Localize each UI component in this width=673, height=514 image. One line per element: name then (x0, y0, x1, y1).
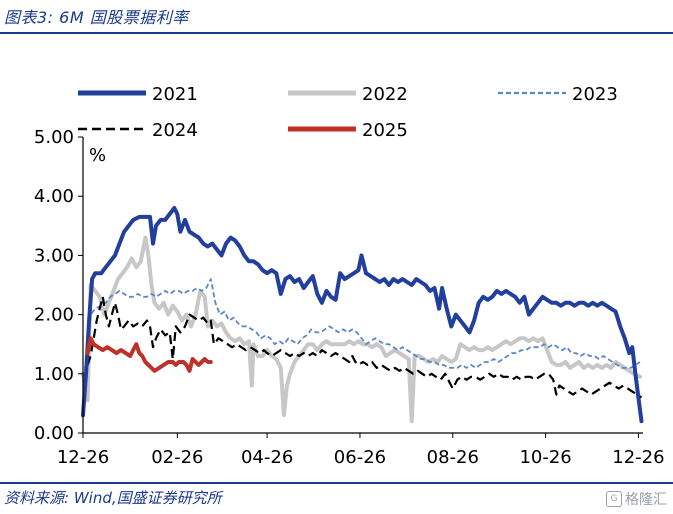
source-note: 资料来源: Wind,国盛证券研究所 (4, 489, 222, 507)
y-tick-label: 3.00 (34, 245, 74, 266)
series-2023-line (82, 278, 641, 377)
y-tick-label: 2.00 (34, 305, 74, 326)
legend: 2021 2022 2023 2024 2025 (78, 84, 618, 141)
x-tick-label: 12-26 (57, 447, 109, 468)
series-2025-line (85, 336, 213, 373)
figure-title: 图表3: 6M 国股票据利率 (4, 8, 189, 27)
top-rule (0, 32, 673, 34)
watermark-logo-icon: G (606, 491, 622, 507)
series-2021-line (81, 206, 644, 424)
series-2024-line (86, 295, 643, 399)
legend-label-2024: 2024 (152, 120, 198, 141)
x-tick-label: 04-26 (241, 447, 293, 468)
watermark: G 格隆汇 (606, 489, 667, 509)
watermark-text: 格隆汇 (625, 492, 667, 508)
x-tick-label: 12-26 (612, 447, 664, 468)
legend-label-2025: 2025 (362, 120, 408, 141)
y-unit-label: % (89, 145, 106, 166)
plot-lines (81, 206, 644, 424)
x-tick-label: 06-26 (334, 447, 386, 468)
x-tick-label: 02-26 (151, 447, 203, 468)
series-2022-line (81, 235, 642, 424)
y-tick-label: 0.00 (34, 423, 74, 444)
y-tick-label: 4.00 (34, 186, 74, 207)
axes: 0.00 1.00 2.00 3.00 4.00 5.00 12-26 02-26 04-26 0… (34, 127, 665, 468)
x-tick-label: 08-26 (427, 447, 479, 468)
legend-label-2023: 2023 (572, 84, 618, 105)
bottom-rule (0, 482, 673, 484)
legend-label-2022: 2022 (362, 84, 408, 105)
legend-label-2021: 2021 (152, 84, 198, 105)
x-tick-label: 10-26 (519, 447, 571, 468)
y-tick-label: 1.00 (34, 364, 74, 385)
y-tick-label: 5.00 (34, 127, 74, 148)
